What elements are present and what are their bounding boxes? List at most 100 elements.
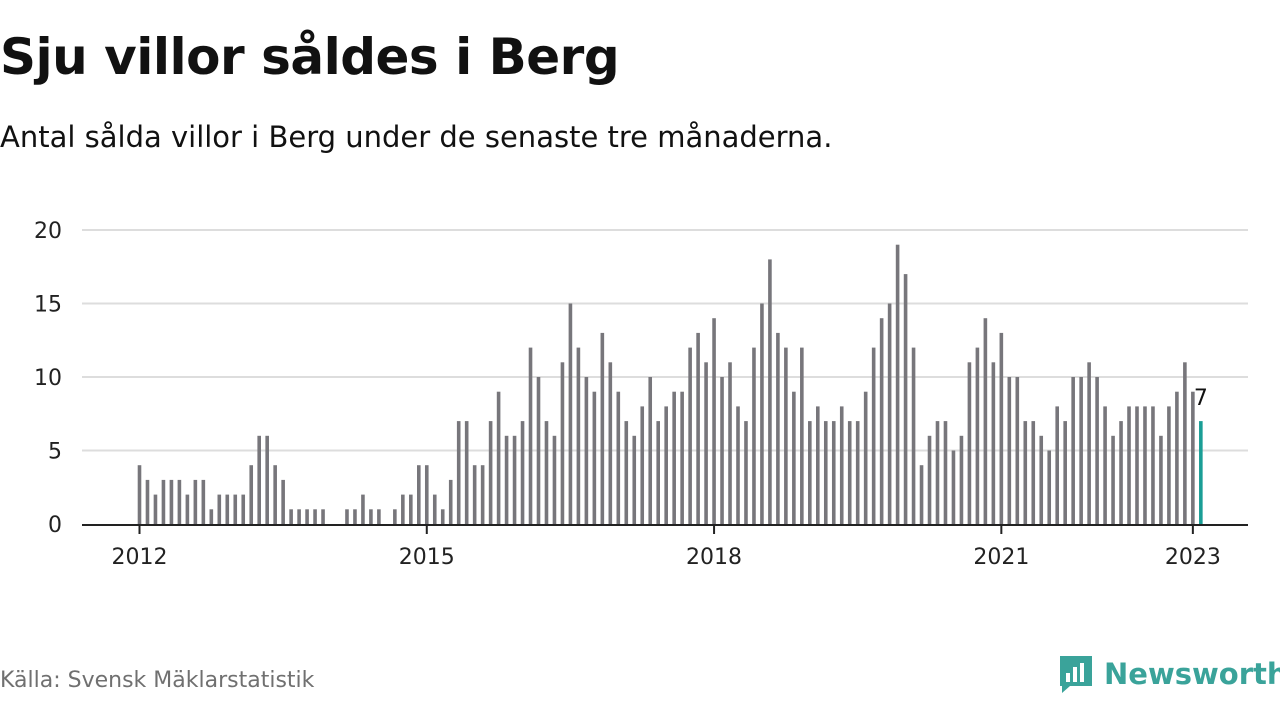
bar — [321, 509, 325, 524]
bar — [488, 421, 493, 524]
bar — [504, 435, 509, 524]
bar — [632, 435, 637, 524]
bar — [600, 332, 605, 524]
bar — [536, 377, 541, 524]
bar-chart-speech-bubble-icon — [1060, 656, 1092, 693]
bar — [999, 332, 1004, 524]
bar — [768, 259, 772, 524]
bar-chart: 0 5 10 15 20 2012 2015 2018 2021 2023 7 — [34, 219, 1248, 570]
bar — [704, 362, 708, 524]
bar — [185, 494, 190, 524]
bar — [265, 435, 269, 524]
bar — [903, 274, 908, 524]
bar — [816, 406, 820, 524]
bar — [943, 421, 948, 524]
y-tick-label: 20 — [34, 219, 62, 244]
bar — [289, 509, 293, 524]
newsworthy-logo: Newsworthy — [1058, 654, 1280, 694]
bar — [1095, 377, 1099, 524]
bar — [137, 465, 142, 524]
bar — [823, 421, 828, 524]
source-note: Källa: Svensk Mäklarstatistik — [0, 668, 315, 693]
bar — [1023, 421, 1028, 524]
bar — [169, 479, 174, 524]
bar — [225, 494, 230, 524]
bar — [584, 377, 589, 524]
bar — [991, 362, 996, 524]
bar — [776, 332, 780, 524]
bar — [528, 347, 533, 524]
bar — [1111, 435, 1115, 524]
x-tick-label: 2023 — [1165, 545, 1221, 570]
bar — [448, 479, 453, 524]
bar — [432, 494, 437, 524]
bar — [568, 303, 573, 524]
bar — [640, 406, 645, 524]
bar — [744, 421, 748, 524]
bar — [752, 347, 756, 524]
x-axis-ticks: 2012 2015 2018 2021 2023 — [112, 525, 1221, 570]
bar — [839, 406, 844, 524]
bars — [137, 244, 1203, 524]
bar — [648, 377, 653, 524]
bar — [1119, 421, 1123, 524]
bar-highlight — [1199, 421, 1203, 524]
bar — [792, 391, 796, 524]
bar — [464, 421, 469, 524]
bar — [760, 303, 764, 524]
brand-name: Newsworthy — [1104, 657, 1280, 691]
bar — [855, 421, 860, 524]
bar — [241, 494, 246, 524]
bar — [1159, 435, 1163, 524]
bar — [281, 479, 285, 524]
bar — [233, 494, 238, 524]
y-axis-ticks: 0 5 10 15 20 — [34, 219, 62, 538]
bar — [672, 391, 676, 524]
bar — [656, 421, 660, 524]
bar — [1039, 435, 1044, 524]
y-tick-label: 15 — [34, 293, 62, 318]
bar — [728, 362, 732, 524]
bar — [959, 435, 964, 524]
bar — [624, 421, 629, 524]
bar — [1191, 391, 1195, 524]
bar — [967, 362, 972, 524]
x-tick-label: 2012 — [112, 545, 168, 570]
bar — [1127, 406, 1131, 524]
bar — [313, 509, 317, 524]
bar — [1007, 377, 1012, 524]
bar — [552, 435, 557, 524]
bar — [808, 421, 812, 524]
bar — [863, 391, 868, 524]
bar — [161, 479, 166, 524]
bar — [1087, 362, 1091, 524]
bar — [847, 421, 852, 524]
bar — [424, 465, 429, 524]
bar — [983, 318, 988, 524]
bar — [1183, 362, 1187, 524]
bar — [1047, 450, 1052, 524]
bar — [361, 494, 365, 524]
bar — [1175, 391, 1179, 524]
x-tick-label: 2015 — [399, 545, 455, 570]
bar — [209, 509, 214, 524]
bar — [409, 494, 413, 524]
bar — [927, 435, 932, 524]
bar — [417, 465, 421, 524]
bar — [377, 509, 381, 524]
bar — [935, 421, 940, 524]
bar — [496, 391, 501, 524]
bar — [1015, 377, 1020, 524]
bar — [305, 509, 309, 524]
bar — [696, 332, 700, 524]
y-tick-label: 0 — [48, 513, 62, 538]
bar — [831, 421, 836, 524]
bar — [401, 494, 405, 524]
bar — [712, 318, 716, 524]
x-tick-label: 2021 — [973, 545, 1029, 570]
bar — [1135, 406, 1139, 524]
bar — [393, 509, 397, 524]
chart-subtitle: Antal sålda villor i Berg under de senas… — [0, 120, 833, 154]
bar — [257, 435, 261, 524]
bar — [720, 377, 724, 524]
